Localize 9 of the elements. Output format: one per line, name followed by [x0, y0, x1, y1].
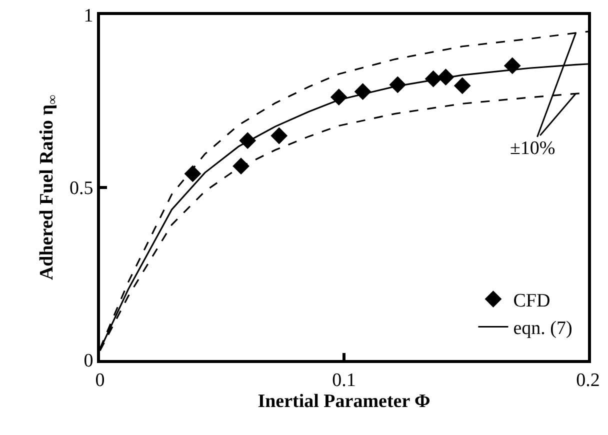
legend-label: CFD [513, 290, 550, 312]
annotation: ±10% [510, 138, 556, 159]
y-tick-label: 0 [84, 350, 94, 372]
x-axis-title: Inertial Parameter Φ [258, 390, 431, 412]
x-tick-label: 0.2 [576, 370, 600, 391]
y-tick-label: 1 [84, 6, 94, 27]
x-tick-label: 0.1 [332, 370, 356, 391]
legend-label: eqn. (7) [513, 318, 572, 340]
y-tick-label: 0.5 [69, 178, 94, 200]
